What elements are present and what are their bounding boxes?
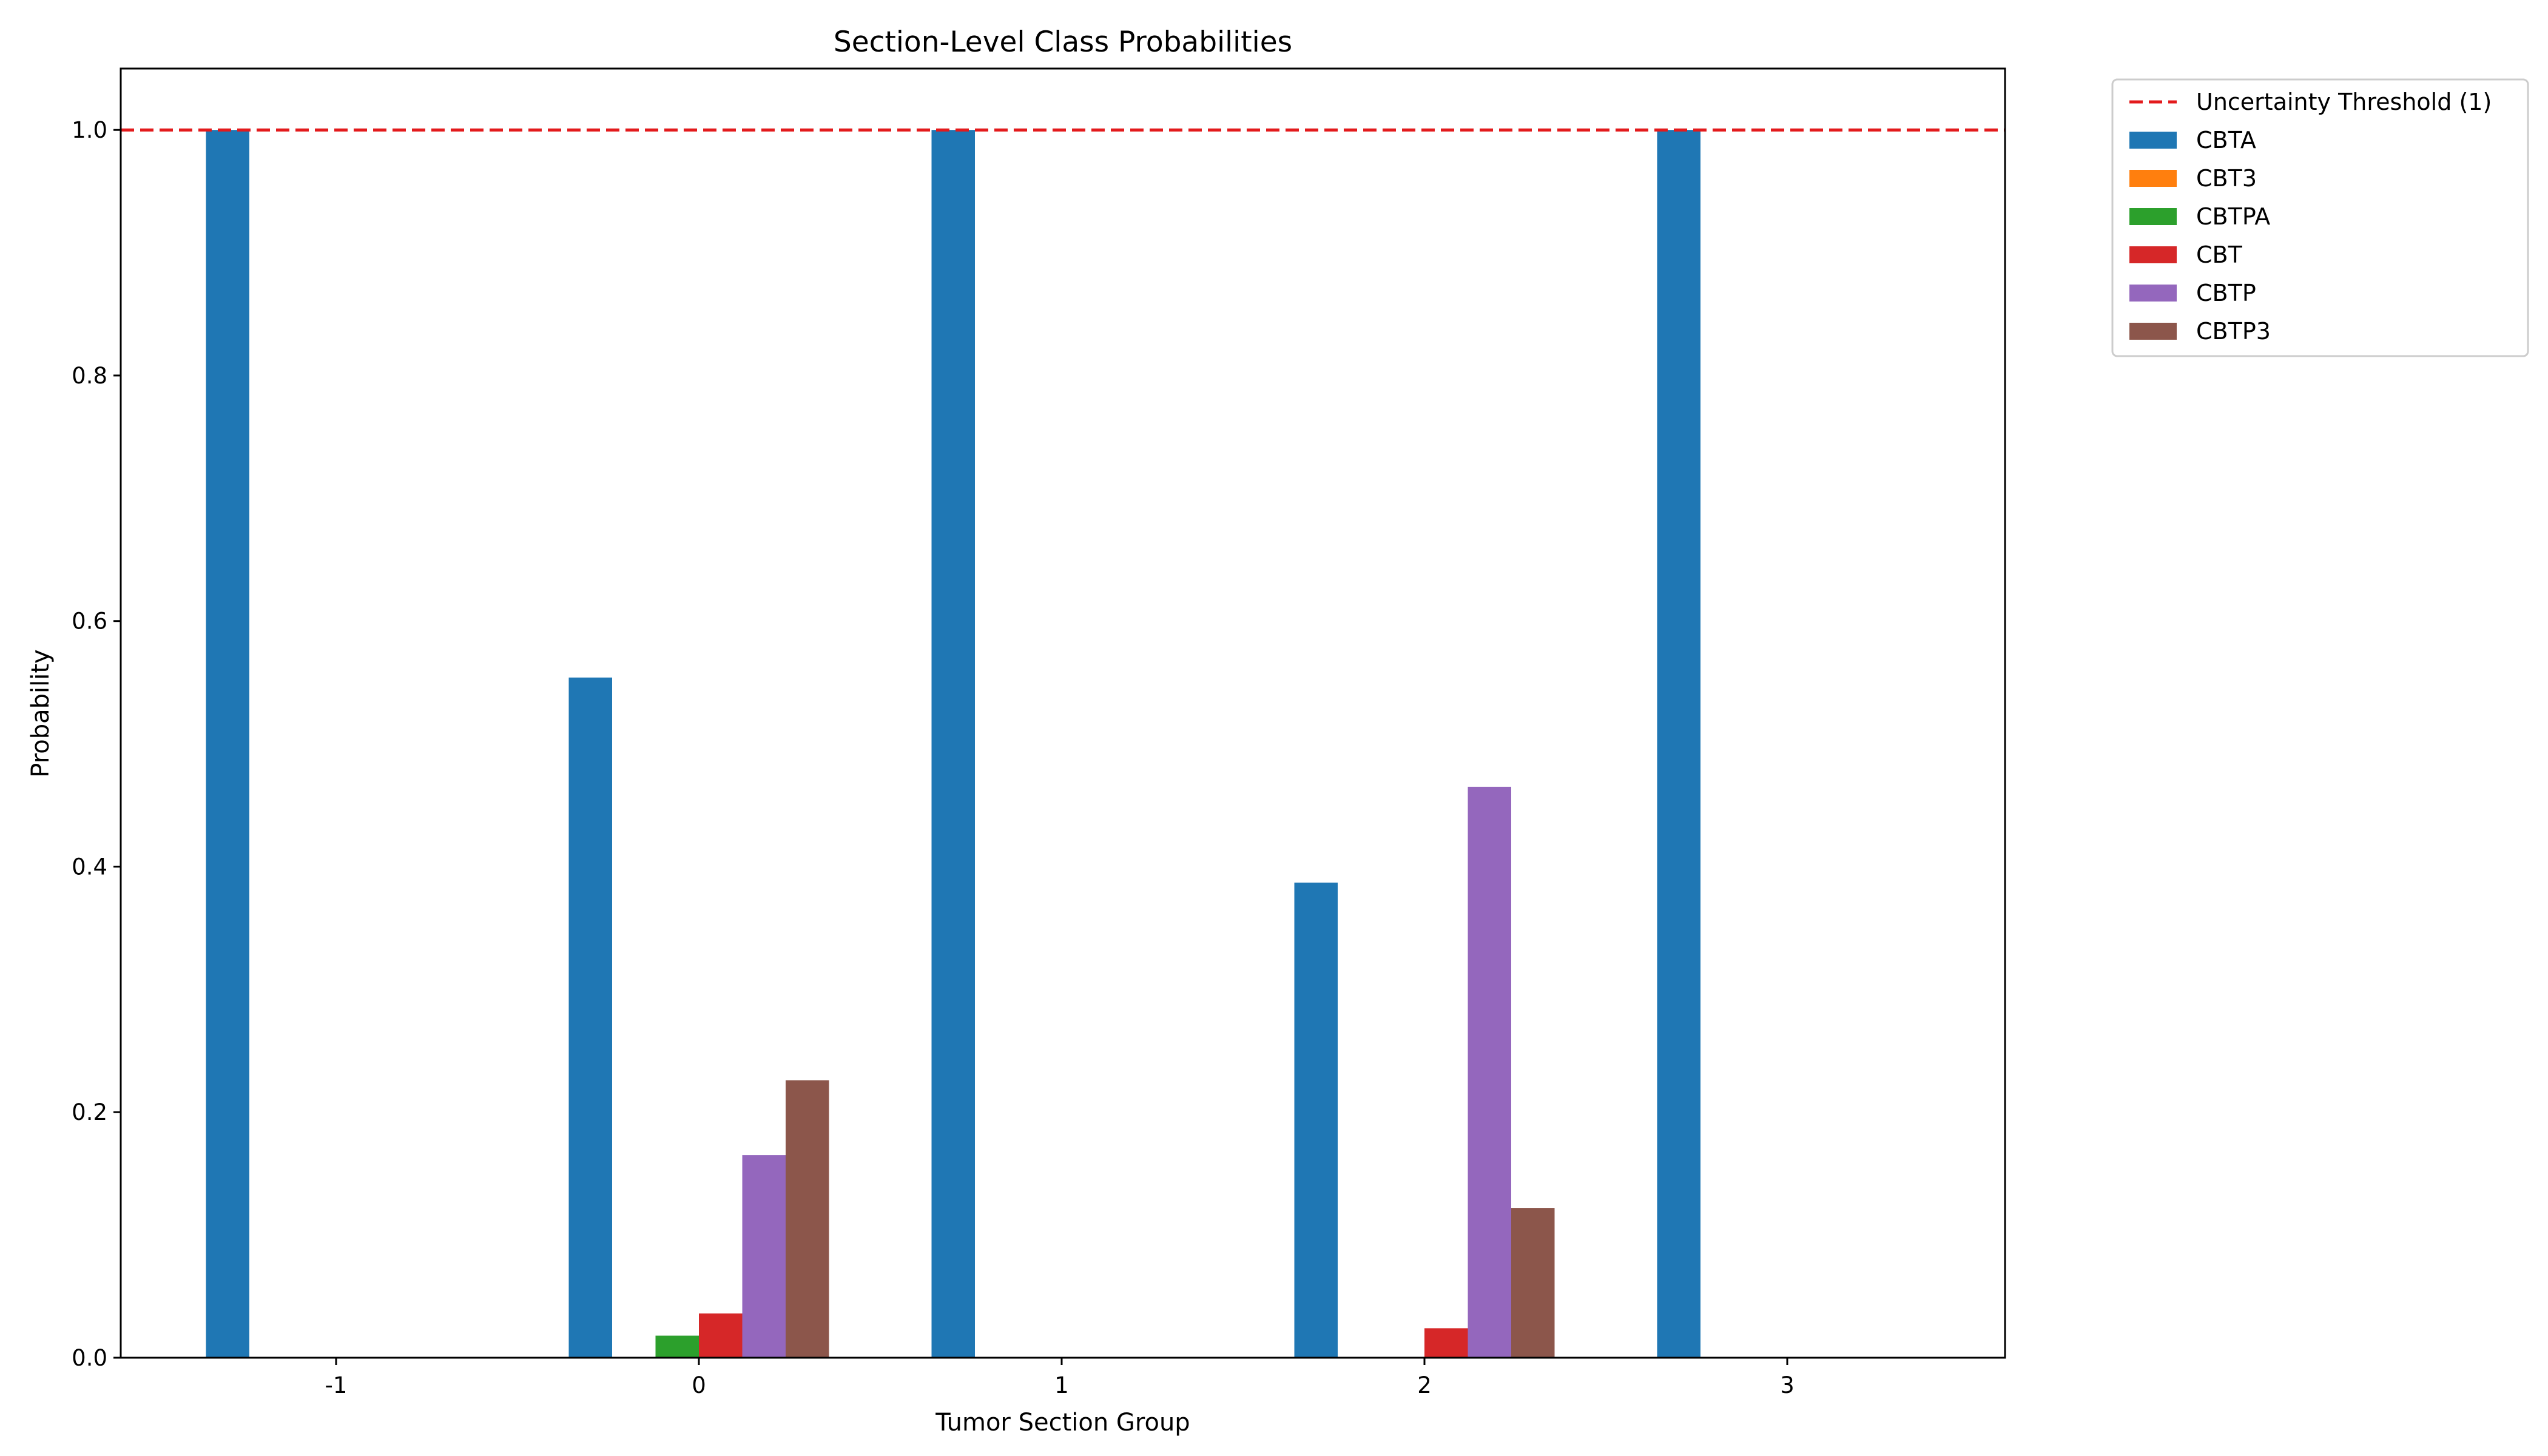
x-tick-label: -1 bbox=[325, 1372, 348, 1398]
y-tick-label: 0.0 bbox=[72, 1345, 107, 1371]
legend-label-cbtp: CBTP bbox=[2196, 280, 2256, 306]
x-axis: -1 0 1 2 3 bbox=[325, 1358, 1795, 1398]
x-axis-label: Tumor Section Group bbox=[935, 1409, 1190, 1437]
chart-title: Section-Level Class Probabilities bbox=[834, 25, 1292, 59]
bars-group bbox=[206, 130, 1700, 1358]
legend-label-cbt: CBT bbox=[2196, 241, 2243, 268]
legend-threshold-label: Uncertainty Threshold (1) bbox=[2196, 89, 2492, 115]
legend-swatch-cbt3 bbox=[2129, 170, 2177, 187]
legend-items: Uncertainty Threshold (1) CBTA CBT3 CBTPA CB… bbox=[2129, 89, 2492, 345]
bar-cbta-1 bbox=[931, 130, 975, 1358]
bar-cbtpa-0 bbox=[655, 1335, 699, 1358]
legend-swatch-cbta bbox=[2129, 132, 2177, 149]
y-tick-label: 0.8 bbox=[72, 363, 107, 389]
plot-frame bbox=[120, 67, 2006, 1359]
bar-cbt-2 bbox=[1424, 1328, 1468, 1358]
y-axis: 0.0 0.2 0.4 0.6 0.8 1.0 bbox=[72, 117, 121, 1371]
legend: Uncertainty Threshold (1) CBTA CBT3 CBTPA CB… bbox=[2111, 78, 2529, 357]
plot-area bbox=[120, 67, 2006, 1359]
x-tick-label: 3 bbox=[1780, 1372, 1795, 1398]
legend-label-cbtp3: CBTP3 bbox=[2196, 318, 2271, 345]
x-tick-label: 1 bbox=[1054, 1372, 1069, 1398]
bar-cbtp-0 bbox=[742, 1155, 786, 1358]
bar-cbta-0 bbox=[568, 677, 612, 1358]
y-axis-label: Probability bbox=[27, 649, 55, 777]
bar-cbta--1 bbox=[206, 130, 249, 1358]
bar-cbtp3-0 bbox=[786, 1080, 829, 1358]
plot-background bbox=[121, 69, 2005, 1358]
bar-cbt-0 bbox=[699, 1313, 743, 1358]
legend-swatch-cbtp bbox=[2129, 285, 2177, 302]
legend-label-cbt3: CBT3 bbox=[2196, 165, 2257, 192]
legend-swatch-cbtp3 bbox=[2129, 323, 2177, 340]
bar-cbtp-2 bbox=[1468, 786, 1511, 1358]
legend-frame bbox=[2111, 78, 2529, 357]
y-tick-label: 0.6 bbox=[72, 608, 107, 635]
y-tick-label: 0.2 bbox=[72, 1099, 107, 1125]
legend-label-cbta: CBTA bbox=[2196, 127, 2256, 153]
x-tick-label: 0 bbox=[692, 1372, 706, 1398]
bar-cbtp3-2 bbox=[1511, 1208, 1555, 1358]
legend-swatch-cbtpa bbox=[2129, 208, 2177, 225]
y-tick-label: 0.4 bbox=[72, 854, 107, 880]
bar-cbta-2 bbox=[1294, 882, 1338, 1358]
legend-label-cbtpa: CBTPA bbox=[2196, 203, 2270, 230]
y-tick-label: 1.0 bbox=[72, 117, 107, 143]
legend-swatch-cbt bbox=[2129, 246, 2177, 263]
bar-cbta-3 bbox=[1657, 130, 1700, 1358]
x-tick-label: 2 bbox=[1417, 1372, 1432, 1398]
